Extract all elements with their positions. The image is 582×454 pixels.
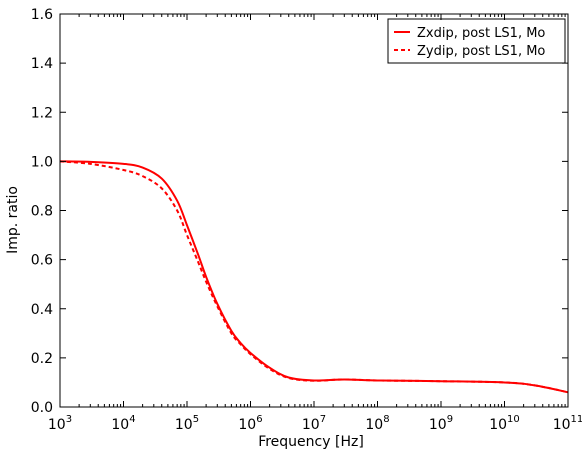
y-tick-label: 1.2 xyxy=(31,105,53,121)
y-tick-label: 1.0 xyxy=(31,154,53,170)
x-tick-label: 104 xyxy=(111,414,135,433)
legend-box xyxy=(387,18,566,64)
y-tick-label: 0.4 xyxy=(31,302,53,318)
y-tick-label: 0.0 xyxy=(31,400,53,416)
plot-area xyxy=(59,160,569,394)
x-tick-label: 103 xyxy=(48,414,72,433)
y-axis-title: Imp. ratio xyxy=(5,186,21,254)
series-line-2 xyxy=(59,160,569,394)
legend-label: Zydip, post LS1, Mo xyxy=(417,44,545,59)
x-tick-label: 1010 xyxy=(489,414,520,433)
x-tick-label: 105 xyxy=(175,414,199,433)
y-axis-title-group: Imp. ratio xyxy=(5,186,21,254)
y-tick-label: 0.8 xyxy=(31,204,53,220)
x-tick-label: 108 xyxy=(365,414,389,433)
series-line-1 xyxy=(59,160,569,394)
y-tick-label: 1.6 xyxy=(31,7,53,23)
x-axis-title: Frequency [Hz] xyxy=(258,434,364,450)
x-tick-label: 109 xyxy=(429,414,453,433)
x-tick-label: 1011 xyxy=(553,414,582,433)
y-tick-label: 0.6 xyxy=(31,253,53,269)
y-tick-label: 1.4 xyxy=(31,56,53,72)
plot-frame xyxy=(59,13,569,408)
x-tick-label: 106 xyxy=(238,414,262,433)
x-tick-label: 107 xyxy=(302,414,326,433)
legend-label: Zxdip, post LS1, Mo xyxy=(417,26,545,41)
legend: Zxdip, post LS1, Mo Zydip, post LS1, Mo xyxy=(387,18,566,64)
y-tick-label: 0.2 xyxy=(31,351,53,367)
